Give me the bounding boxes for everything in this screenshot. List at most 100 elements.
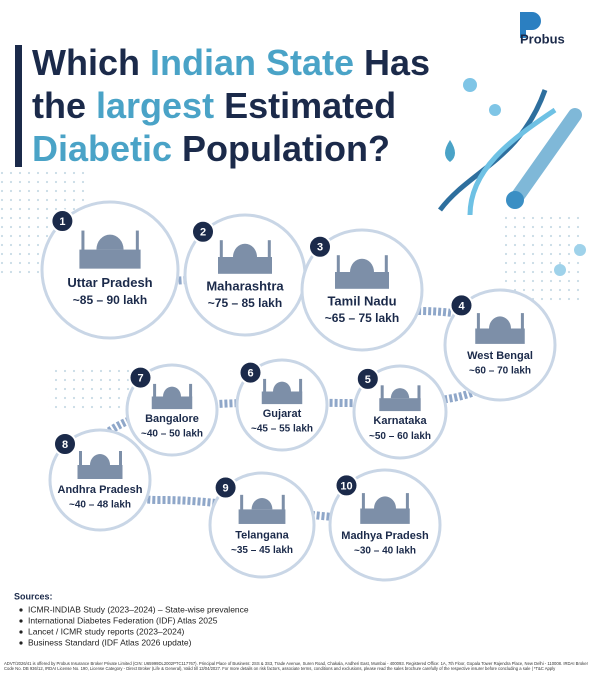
- rank-number: 4: [458, 300, 465, 312]
- state-circle: [328, 468, 442, 582]
- title-segment: Estimated: [214, 85, 396, 126]
- title-line: Diabetic Population?: [32, 128, 390, 169]
- icon-dome: [90, 454, 110, 465]
- state-name: Maharashtra: [206, 278, 284, 293]
- icon-base: [79, 249, 141, 269]
- icon-base: [335, 272, 389, 289]
- state-range: ~65 – 75 lakh: [325, 311, 399, 325]
- monument-icon: [77, 451, 123, 479]
- rank-number: 3: [317, 242, 323, 254]
- state-card: Uttar Pradesh ~85 – 90 lakh 1: [40, 200, 180, 340]
- source-item: Business Standard (IDF Atlas 2026 update…: [28, 637, 192, 647]
- rank-number: 10: [340, 480, 352, 492]
- state-circle: [48, 428, 152, 532]
- rank-badge: [50, 209, 75, 234]
- icon-tower: [79, 451, 82, 466]
- icon-tower: [380, 385, 384, 400]
- state-name: Karnataka: [373, 415, 427, 427]
- state-name: Madhya Pradesh: [341, 530, 429, 542]
- state-card: Karnataka ~50 – 60 lakh 5: [352, 364, 448, 460]
- icon-dome: [273, 381, 291, 392]
- rank-number: 7: [137, 373, 143, 385]
- icon-dome: [163, 386, 181, 397]
- state-range: ~30 – 40 lakh: [354, 546, 416, 557]
- title-line: the largest Estimated: [32, 85, 396, 126]
- bullet: [19, 619, 23, 623]
- monument-icon: [238, 494, 286, 524]
- state-name: Uttar Pradesh: [67, 275, 152, 290]
- icon-tower: [384, 255, 388, 274]
- icon-tower: [520, 313, 524, 330]
- monument-icon: [79, 230, 141, 269]
- state-range: ~40 – 50 lakh: [141, 429, 203, 440]
- icon-tower: [135, 230, 139, 251]
- state-card: Bangalore ~40 – 50 lakh 7: [125, 363, 219, 457]
- dot-pattern: [505, 215, 585, 305]
- icon-dome: [233, 243, 257, 257]
- rank-number: 6: [247, 368, 253, 380]
- decoration: [438, 78, 586, 276]
- state-name: Gujarat: [263, 408, 302, 420]
- source-item: ICMR-INDIAB Study (2023–2024) – State-wi…: [28, 604, 249, 614]
- state-name: Andhra Pradesh: [58, 484, 143, 496]
- icon-dome: [489, 316, 511, 329]
- rank-badge: [238, 360, 263, 385]
- bullet: [19, 641, 23, 645]
- icon-tower: [405, 493, 409, 510]
- icon-base: [151, 396, 193, 410]
- state-range: ~35 – 45 lakh: [231, 545, 293, 556]
- rank-number: 1: [59, 216, 65, 228]
- state-name: Bangalore: [145, 413, 199, 425]
- title-segment: Diabetic: [32, 128, 172, 169]
- monument-icon: [360, 493, 410, 524]
- state-circle: [125, 363, 219, 457]
- icon-base: [475, 328, 525, 344]
- state-range: ~60 – 70 lakh: [469, 366, 531, 377]
- icon-base: [360, 508, 410, 524]
- state-name: Telangana: [235, 529, 289, 541]
- icon-tower: [476, 313, 480, 330]
- title-segment: Indian State: [150, 42, 354, 83]
- rank-number: 2: [200, 227, 206, 239]
- state-circle: [208, 471, 316, 579]
- title-segment: largest: [96, 85, 214, 126]
- icon-dome: [374, 496, 396, 509]
- icon-tower: [81, 230, 85, 251]
- state-range: ~45 – 55 lakh: [251, 424, 313, 435]
- monument-icon: [335, 255, 389, 289]
- icon-dome: [96, 234, 124, 250]
- state-range: ~40 – 48 lakh: [69, 500, 131, 511]
- state-card: Telangana ~35 – 45 lakh 9: [208, 471, 316, 579]
- title-segment: Population?: [172, 128, 390, 169]
- rope: [83, 266, 515, 524]
- state-range: ~50 – 60 lakh: [369, 431, 431, 442]
- rank-badge: [334, 473, 359, 498]
- icon-dome: [350, 258, 374, 272]
- icon-tower: [263, 378, 267, 393]
- icon-base: [261, 391, 303, 405]
- rank-badge: [449, 293, 474, 318]
- icon-tower: [119, 451, 122, 466]
- logo-text: Probus: [520, 31, 565, 46]
- title-line: Which Indian State Has: [32, 42, 430, 83]
- icon-tower: [153, 383, 157, 398]
- state-card: Andhra Pradesh ~40 – 48 lakh 8: [48, 428, 152, 532]
- source-item: Lancet / ICMR study reports (2023–2024): [28, 626, 185, 636]
- rank-number: 8: [62, 439, 68, 451]
- icon-tower: [336, 255, 340, 274]
- icon-base: [77, 465, 123, 479]
- icon-base: [238, 509, 286, 524]
- title-segment: the: [32, 85, 96, 126]
- icon-tower: [361, 493, 365, 510]
- source-item: International Diabetes Federation (IDF) …: [28, 615, 218, 625]
- state-card: West Bengal ~60 – 70 lakh 4: [443, 288, 557, 402]
- bullet: [19, 630, 23, 634]
- rank-badge: [128, 365, 153, 390]
- rank-badge: [213, 475, 238, 500]
- title-bar: [15, 45, 22, 167]
- rank-badge: [53, 432, 77, 456]
- icon-tower: [299, 378, 303, 393]
